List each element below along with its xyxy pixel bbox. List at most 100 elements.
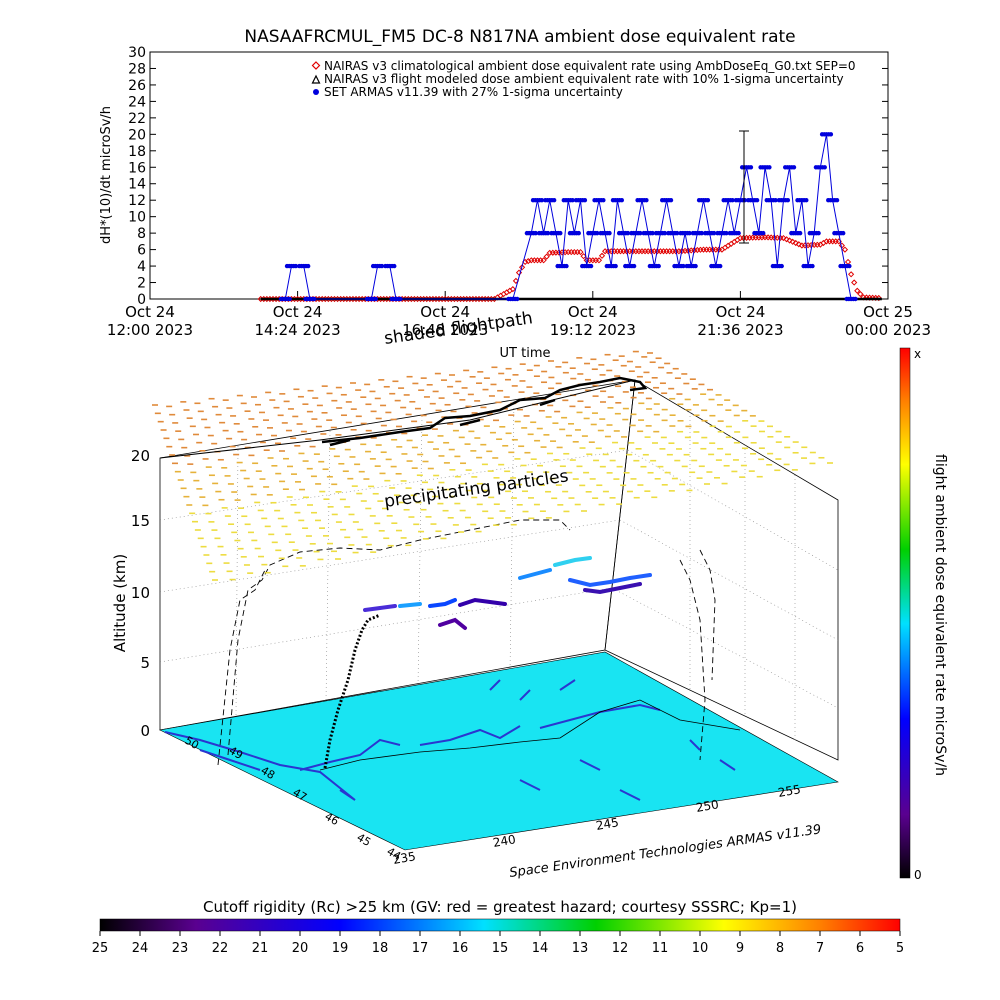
armas-data-point bbox=[847, 263, 852, 269]
flightpath-climb bbox=[323, 613, 381, 769]
longitude-ticks: 235 240 245 250 255 bbox=[392, 782, 802, 867]
rigidity-colorbar-ticks: 25 24 23 22 21 20 19 18 17 16 15 14 13 12 11 10 9 8 7 6 5 bbox=[92, 931, 904, 956]
timeseries-y-tick-label: 22 bbox=[128, 111, 146, 127]
longitude-tick-label: 235 bbox=[392, 849, 417, 867]
latitude-tick-label: 44 bbox=[384, 845, 403, 863]
timeseries-x-tick-label-time: 14:24 2023 bbox=[255, 321, 341, 339]
climatological-data-point bbox=[728, 240, 735, 247]
armas-data-point bbox=[687, 230, 692, 236]
armas-data-point bbox=[816, 230, 821, 236]
climatological-data-point bbox=[525, 258, 532, 265]
armas-data-point bbox=[705, 198, 711, 203]
climatological-data-point bbox=[854, 287, 861, 294]
timeseries-x-tick-label-date: Oct 24 bbox=[125, 303, 175, 321]
armas-data-point bbox=[779, 263, 784, 269]
rigidity-tick-label: 8 bbox=[776, 941, 784, 956]
timeseries-y-tick-label: 4 bbox=[137, 259, 146, 275]
latitude-tick-label: 48 bbox=[258, 764, 277, 782]
armas-data-point bbox=[539, 198, 545, 203]
climatological-data-point bbox=[841, 246, 849, 253]
armas-data-point bbox=[767, 165, 772, 170]
timeseries-x-tick-label-time: 12:00 2023 bbox=[107, 321, 193, 339]
armas-data-point bbox=[582, 198, 588, 203]
climatological-data-point bbox=[875, 294, 882, 302]
armas-data-point bbox=[287, 296, 292, 302]
rigidity-tick-label: 21 bbox=[252, 941, 269, 956]
timeseries-y-tick-label: 6 bbox=[137, 243, 146, 259]
timeseries-x-tick-label-date: Oct 24 bbox=[716, 303, 766, 321]
timeseries-x-tick-label-time: 16:48 2023 bbox=[402, 321, 488, 339]
armas-data-point bbox=[822, 165, 827, 170]
legend-marker-circle bbox=[313, 89, 319, 95]
armas-data-point bbox=[588, 263, 594, 269]
timeseries-legend: NAIRAS v3 climatological ambient dose eq… bbox=[311, 59, 856, 99]
rigidity-tick-label: 6 bbox=[856, 941, 864, 956]
armas-data-point bbox=[754, 198, 760, 203]
armas-data-point bbox=[570, 198, 575, 203]
timeseries-y-tick-label: 30 bbox=[128, 45, 146, 61]
altitude-ticks: 0 5 10 15 20 bbox=[131, 447, 150, 740]
armas-data-point bbox=[791, 165, 797, 170]
dose-colorbar-min: 0 bbox=[914, 868, 922, 882]
climatological-data-point bbox=[543, 253, 550, 260]
armas-data-point bbox=[644, 198, 649, 203]
armas-data-point bbox=[545, 230, 551, 236]
timeseries-y-tick-label: 2 bbox=[137, 276, 146, 292]
altitude-tick-label: 0 bbox=[140, 722, 150, 740]
precipitating-particles-label: precipitating particles bbox=[383, 466, 570, 512]
armas-data-point bbox=[613, 263, 618, 269]
timeseries-x-tick-label-time: 19:12 2023 bbox=[550, 321, 636, 339]
armas-data-point bbox=[736, 230, 741, 236]
armas-data-point bbox=[668, 198, 674, 203]
armas-data-point bbox=[693, 263, 698, 269]
latitude-tick-label: 49 bbox=[226, 744, 245, 762]
rigidity-tick-label: 17 bbox=[412, 941, 429, 956]
armas-data-point bbox=[625, 230, 631, 236]
rigidity-tick-label: 19 bbox=[332, 941, 349, 956]
armas-data-point bbox=[656, 263, 661, 269]
climatological-data-point bbox=[847, 271, 855, 278]
timeseries-panel: NASAAFRCMUL_FM5 DC-8 N817NA ambient dose… bbox=[99, 27, 931, 361]
longitude-tick-label: 245 bbox=[595, 815, 620, 833]
timeseries-y-tick-label: 8 bbox=[137, 226, 146, 242]
armas-data-point bbox=[699, 230, 704, 236]
latitude-ticks: 44 45 46 47 48 49 50 bbox=[182, 734, 403, 863]
flight-ground-track bbox=[319, 699, 741, 771]
dose-colored-segments bbox=[363, 556, 652, 630]
dose-colorbar-label: flight ambient dose equivalent rate micr… bbox=[932, 454, 948, 776]
legend-entry-climatological: NAIRAS v3 climatological ambient dose eq… bbox=[324, 59, 856, 73]
timeseries-x-tick-label-date: Oct 25 bbox=[863, 303, 913, 321]
timeseries-y-tick-label: 0 bbox=[137, 292, 146, 308]
armas-data-point bbox=[761, 230, 766, 236]
climatological-data-point bbox=[734, 236, 741, 244]
armas-data-point bbox=[638, 230, 643, 236]
climatological-data-point bbox=[792, 239, 799, 247]
climatological-data-point bbox=[731, 238, 738, 246]
armas-data-point bbox=[785, 198, 791, 203]
legend-entry-armas: SET ARMAS v11.39 with 27% 1-sigma uncert… bbox=[324, 85, 623, 99]
longitude-tick-label: 240 bbox=[492, 832, 517, 850]
timeseries-x-tick-label-date: Oct 24 bbox=[420, 303, 470, 321]
longitude-tick-label: 250 bbox=[695, 797, 720, 815]
rigidity-tick-label: 16 bbox=[452, 941, 469, 956]
rigidity-tick-label: 11 bbox=[652, 941, 669, 956]
armas-data-point bbox=[773, 198, 778, 203]
climatological-data-point bbox=[724, 242, 732, 249]
map-floor bbox=[159, 651, 839, 851]
armas-data-point bbox=[804, 198, 809, 203]
armas-data-point bbox=[558, 230, 563, 236]
armas-data-point bbox=[312, 296, 317, 302]
flightpath-shadow-lines bbox=[217, 519, 716, 766]
climatological-data-point bbox=[595, 257, 603, 264]
rigidity-tick-label: 24 bbox=[132, 941, 149, 956]
armas-data-point bbox=[853, 296, 858, 302]
rigidity-tick-label: 7 bbox=[816, 941, 824, 956]
climatological-data-point bbox=[721, 244, 729, 251]
timeseries-x-tick-label-date: Oct 24 bbox=[273, 303, 323, 321]
armas-data-point bbox=[662, 230, 668, 236]
timeseries-y-tick-label: 14 bbox=[128, 177, 146, 193]
flightpath-3d-panel: shaded flightpath precipitating particle… bbox=[111, 308, 839, 881]
climatological-data-point bbox=[795, 241, 802, 248]
